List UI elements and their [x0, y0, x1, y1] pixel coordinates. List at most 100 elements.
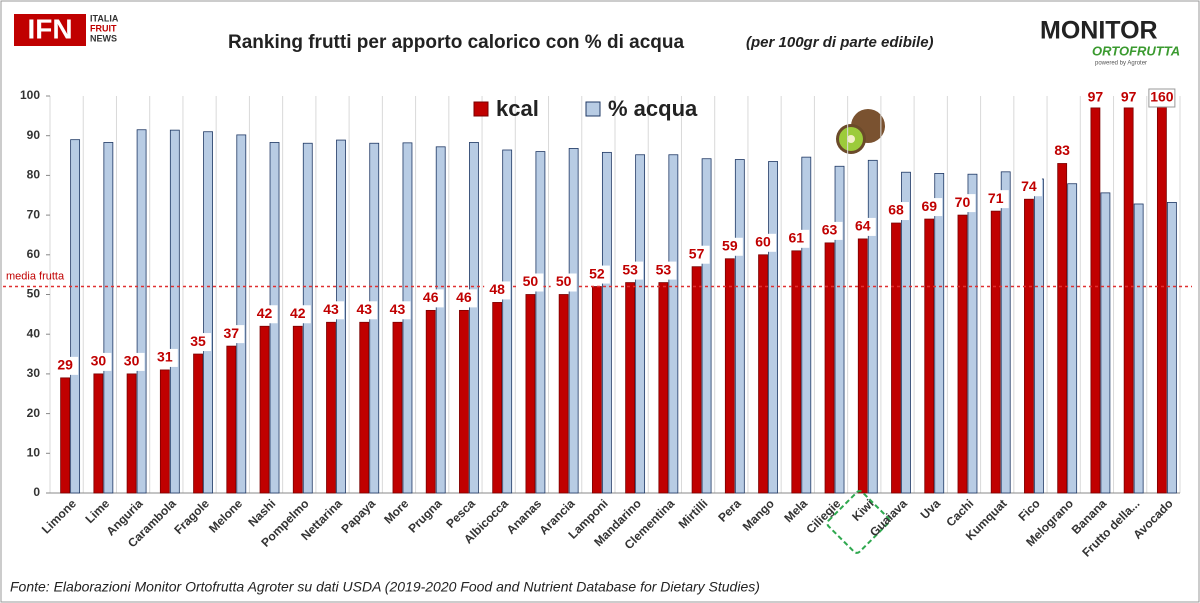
value-label-bg [883, 202, 909, 221]
bar [469, 142, 479, 494]
bar [990, 210, 1001, 494]
value-label: 30 [124, 353, 140, 369]
value-label: 53 [622, 261, 638, 277]
bar [1090, 107, 1101, 494]
bar [724, 258, 735, 494]
value-label-bg [1115, 89, 1142, 107]
bar [591, 286, 602, 494]
bar [359, 321, 370, 494]
value-label-bg [550, 273, 577, 292]
legend-swatch [585, 101, 601, 117]
bar [203, 131, 213, 494]
value-label: 57 [689, 245, 705, 261]
y-tick-label: 90 [27, 128, 41, 142]
logo-text: MONITOR [1040, 17, 1158, 45]
value-label-bg [1148, 88, 1176, 108]
value-label-bg [185, 333, 212, 352]
bar [834, 165, 845, 494]
bar [193, 353, 203, 494]
value-label: 70 [955, 194, 971, 210]
value-label: 43 [323, 301, 339, 317]
value-label: 43 [356, 301, 372, 317]
value-label-bg [284, 305, 311, 324]
value-label-bg [783, 229, 810, 248]
bar [867, 159, 878, 494]
bar [1000, 171, 1011, 494]
value-label: 46 [456, 289, 472, 305]
bar [126, 373, 137, 494]
value-label-bg [1049, 142, 1076, 161]
logo-text: ORTOFRUTTA [1092, 43, 1180, 58]
value-label: 52 [589, 265, 605, 281]
bar [60, 377, 71, 494]
legend-swatch [473, 101, 489, 117]
value-label: 53 [656, 261, 672, 277]
value-label: 37 [224, 325, 240, 341]
value-label: 71 [988, 190, 1004, 206]
bar [1166, 201, 1177, 494]
value-label-bg [450, 289, 477, 308]
value-label: 42 [290, 305, 306, 321]
y-tick-label: 40 [27, 326, 41, 340]
value-label-bg [650, 261, 677, 280]
y-tick-label: 100 [20, 88, 40, 102]
y-tick-label: 70 [27, 207, 41, 221]
bar [1034, 178, 1044, 494]
value-label-bg [916, 198, 943, 217]
value-label: 35 [190, 333, 206, 349]
bar [568, 148, 579, 494]
bar [169, 129, 180, 494]
value-label-bg [816, 221, 843, 240]
value-label-bg [849, 217, 876, 236]
bar [1067, 183, 1078, 494]
bar [1024, 198, 1034, 494]
value-label-bg [218, 325, 245, 344]
logo-text: NEWS [90, 33, 117, 43]
bar [668, 154, 679, 494]
value-label: 30 [91, 353, 107, 369]
bar [924, 218, 935, 494]
value-label: 50 [523, 273, 539, 289]
value-label-bg [750, 233, 777, 252]
value-label: 63 [822, 222, 838, 238]
value-label: 64 [855, 218, 871, 234]
bar [93, 373, 104, 494]
value-label-bg [1015, 178, 1042, 197]
value-label-bg [982, 190, 1009, 209]
bar [159, 369, 170, 494]
value-label-bg [151, 348, 178, 367]
bar [625, 282, 636, 494]
value-label: 68 [888, 202, 904, 218]
bar [558, 294, 569, 494]
y-tick-label: 20 [27, 406, 41, 420]
y-tick-label: 30 [27, 366, 41, 380]
plot-area [60, 94, 1177, 494]
chart-subtitle: (per 100gr di parte edibile) [746, 34, 934, 51]
chart-title: Ranking frutti per apporto calorico con … [228, 32, 684, 53]
bar [934, 173, 945, 494]
legend-label: kcal [496, 96, 539, 121]
y-tick-label: 80 [27, 168, 41, 182]
bar [967, 173, 978, 494]
bar [601, 151, 612, 494]
value-label: 48 [489, 281, 505, 297]
bar [492, 302, 503, 494]
bar [226, 345, 237, 494]
bar [957, 214, 968, 494]
value-label-bg [583, 265, 610, 284]
value-label-bg [517, 273, 544, 292]
kiwi-icon [836, 109, 885, 154]
bar [259, 325, 270, 494]
value-label-bg [617, 261, 644, 280]
logo-text: FRUIT [90, 23, 117, 33]
highlight-box [826, 490, 891, 554]
bar [891, 222, 901, 494]
bar [701, 158, 712, 494]
value-label: 42 [257, 305, 273, 321]
value-label-bg [351, 301, 378, 320]
bar [525, 294, 536, 494]
y-tick-label: 50 [27, 287, 41, 301]
kiwi-core [847, 135, 855, 143]
bar [824, 242, 835, 494]
